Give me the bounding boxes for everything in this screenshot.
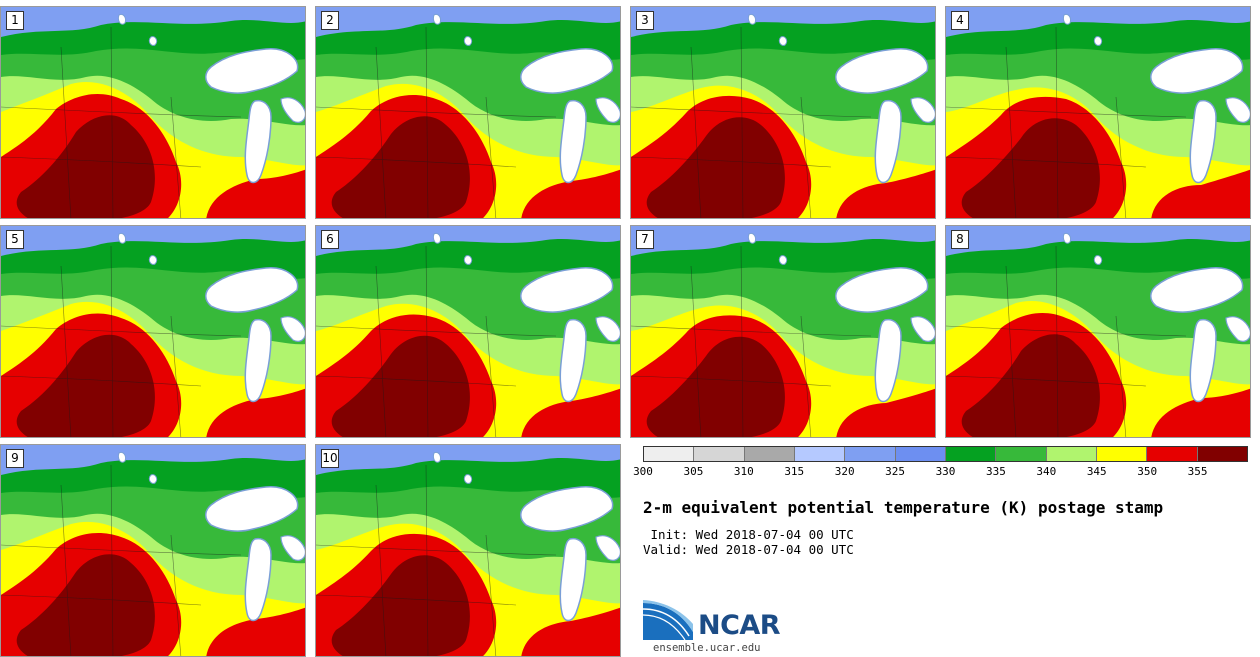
ensemble-member-map: [1, 7, 305, 218]
panel-number: 1: [6, 11, 24, 30]
stamp-panel-10: 10: [315, 444, 621, 657]
colorbar-tick-label: 325: [885, 465, 906, 478]
colorbar-segment: [1096, 447, 1148, 461]
ensemble-member-map: [631, 226, 935, 437]
panel-number: 2: [321, 11, 339, 30]
ensemble-member-map: [316, 226, 620, 437]
stamp-panel-2: 2: [315, 6, 621, 219]
colorbar-segment: [945, 447, 997, 461]
panel-number: 8: [951, 230, 969, 249]
colorbar-tick-label: 340: [1036, 465, 1057, 478]
colorbar-ticks: 300 305 310 315 320 325 330 335 340 345 350 355: [633, 465, 1248, 479]
stamp-panel-5: 5: [0, 225, 306, 438]
stamp-panel-9: 9: [0, 444, 306, 657]
colorbar-segment: [1046, 447, 1097, 461]
ensemble-member-map: [1, 445, 305, 656]
colorbar-tick-label: 330: [935, 465, 956, 478]
colorbar-segment: [794, 447, 846, 461]
panel-number: 10: [321, 449, 339, 468]
panel-number: 9: [6, 449, 24, 468]
colorbar-segment: [644, 447, 695, 461]
colorbar-segment: [845, 447, 896, 461]
ensemble-member-map: [1, 226, 305, 437]
colorbar-segment: [895, 447, 946, 461]
ensemble-member-map: [631, 7, 935, 218]
stamp-panel-8: 8: [945, 225, 1251, 438]
panel-number: 4: [951, 11, 969, 30]
colorbar-tick-label: 335: [985, 465, 1006, 478]
colorbar-segment: [694, 447, 745, 461]
colorbar-tick-label: 345: [1086, 465, 1107, 478]
stamp-panel-7: 7: [630, 225, 936, 438]
colorbar-tick-label: 305: [683, 465, 704, 478]
colorbar-tick-label: 310: [733, 465, 754, 478]
panel-number: 5: [6, 230, 24, 249]
stamp-panel-6: 6: [315, 225, 621, 438]
colorbar-tick-label: 350: [1137, 465, 1158, 478]
ensemble-member-map: [946, 226, 1250, 437]
colorbar: [643, 446, 1248, 462]
ncar-logo-icon: [643, 600, 693, 641]
ncar-logo-text: NCAR: [698, 610, 781, 641]
logo-url: ensemble.ucar.edu: [653, 642, 761, 654]
colorbar-segment: [744, 447, 795, 461]
valid-time: Valid: Wed 2018-07-04 00 UTC: [643, 542, 854, 557]
colorbar-segment: [1197, 447, 1247, 461]
colorbar-tick-label: 355: [1187, 465, 1208, 478]
ensemble-member-map: [316, 445, 620, 656]
colorbar-segment: [996, 447, 1047, 461]
colorbar-segment: [1147, 447, 1198, 461]
colorbar-tick-label: 315: [784, 465, 805, 478]
stamp-panel-1: 1: [0, 6, 306, 219]
ensemble-member-map: [316, 7, 620, 218]
panel-number: 7: [636, 230, 654, 249]
colorbar-tick-label: 320: [834, 465, 855, 478]
stamp-panel-3: 3: [630, 6, 936, 219]
panel-number: 6: [321, 230, 339, 249]
stamp-panel-4: 4: [945, 6, 1251, 219]
init-time: Init: Wed 2018-07-04 00 UTC: [643, 527, 854, 542]
figure-title: 2-m equivalent potential temperature (K)…: [643, 498, 1164, 517]
colorbar-tick-label: 300: [633, 465, 653, 478]
panel-number: 3: [636, 11, 654, 30]
ensemble-member-map: [946, 7, 1250, 218]
